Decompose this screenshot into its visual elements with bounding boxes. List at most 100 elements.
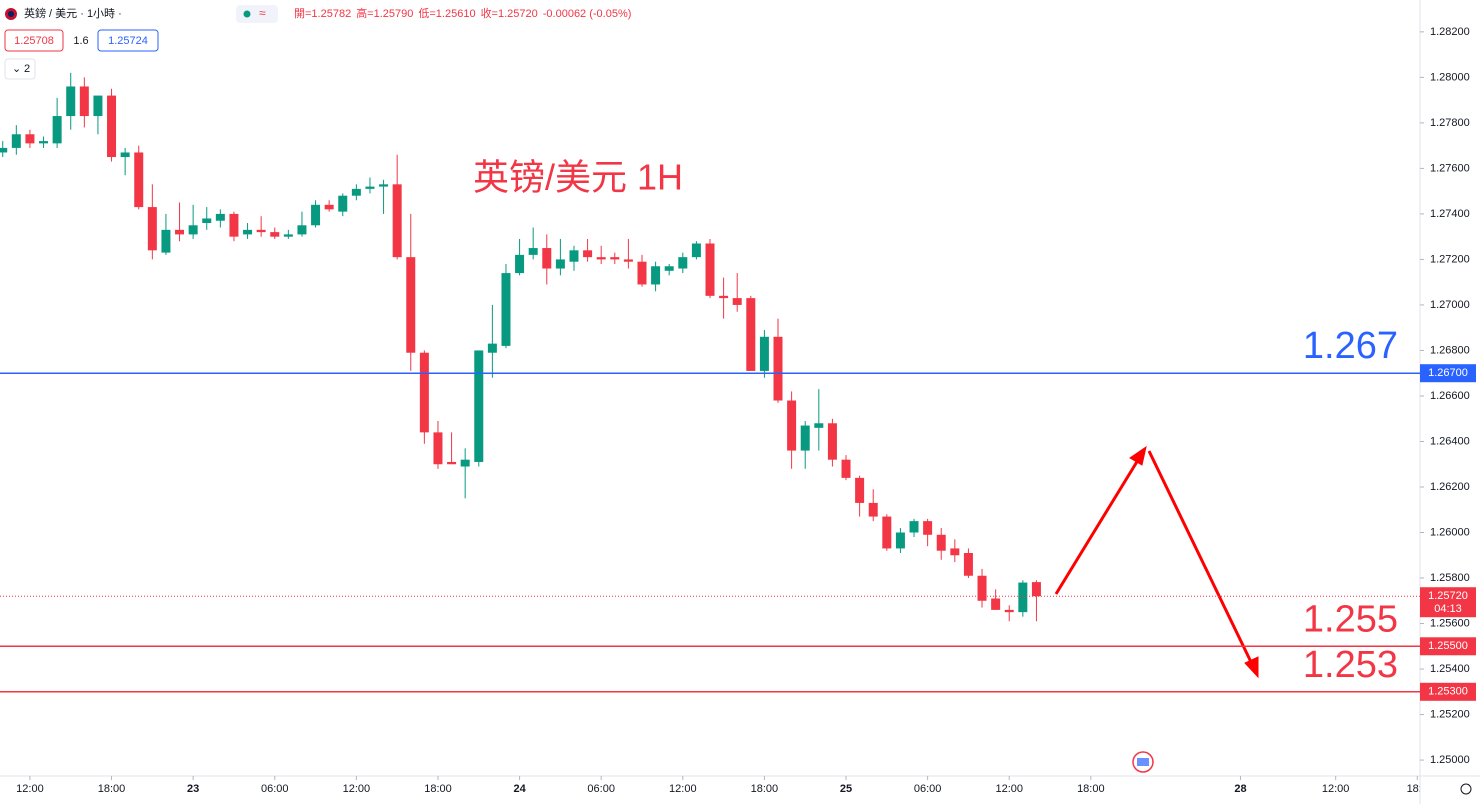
candle-body [297, 225, 307, 235]
ohlc-legend: 開=1.25782 高=1.25790 低=1.25610 收=1.25720 -0.0… [294, 6, 631, 20]
level-label: 1.253 [1303, 644, 1398, 686]
candle-body [569, 250, 579, 262]
candle-body [542, 248, 552, 269]
candle-body [787, 400, 797, 451]
y-tick-label: 1.26800 [1430, 344, 1470, 356]
candle-body [134, 152, 144, 208]
candle-body [963, 552, 973, 576]
last-price-badge [1420, 587, 1476, 618]
y-tick-label: 1.25000 [1430, 754, 1470, 766]
y-tick-label: 1.25800 [1430, 572, 1470, 584]
symbol: 英鎊 / 美元 · 1小時 · [24, 6, 122, 20]
x-tick-label: 06:00 [261, 783, 289, 795]
y-tick-label: 1.28200 [1430, 26, 1470, 38]
candle-body [52, 116, 62, 144]
candle-body [324, 204, 334, 210]
x-tick-label: 12:00 [669, 783, 697, 795]
candle-body [719, 295, 729, 299]
candle-body [338, 195, 348, 212]
ask-box[interactable] [97, 29, 159, 52]
candle-body [447, 461, 457, 465]
bid-box[interactable] [4, 29, 64, 52]
y-tick-label: 1.27400 [1430, 208, 1470, 220]
candle-body [705, 243, 715, 296]
y-tick-label: 1.28000 [1430, 71, 1470, 83]
candle-body [664, 266, 674, 271]
ohlc-value: 開=1.25782 [294, 7, 351, 20]
candle-body [175, 229, 185, 235]
flag-icon [8, 11, 14, 17]
market-open-dot [243, 10, 251, 18]
y-tick-label: 1.26200 [1430, 481, 1470, 493]
indicators-toggle[interactable] [4, 58, 36, 80]
candle-body [270, 232, 280, 237]
indicators-count: 2 [24, 63, 30, 75]
delay-icon: ≈ [259, 6, 266, 20]
candle-body [746, 298, 756, 371]
candle-body [1004, 609, 1014, 613]
arrow-head [1129, 445, 1147, 466]
candle-body [501, 273, 511, 346]
level-axis-label: 1.25500 [1428, 640, 1468, 652]
candle-body [773, 336, 783, 401]
candle-body [79, 86, 89, 117]
candle-body [256, 229, 266, 233]
candle-body [11, 134, 21, 148]
candle-body [691, 243, 701, 258]
candle-body [66, 86, 76, 117]
y-tick-label: 1.26600 [1430, 390, 1470, 402]
candle-body [528, 248, 538, 255]
candle-body [895, 532, 905, 549]
y-tick-label: 1.25400 [1430, 663, 1470, 675]
candle-body [827, 423, 837, 460]
x-tick-label: 12:00 [343, 783, 371, 795]
candle-body [215, 213, 225, 221]
candle-body [678, 257, 688, 269]
spread: 1.6 [73, 35, 88, 47]
chevron: ⌄ [12, 63, 21, 75]
level-axis-label: 1.26700 [1428, 367, 1468, 379]
x-tick-label: 18:00 [751, 783, 779, 795]
y-tick-label: 1.27200 [1430, 253, 1470, 265]
status-badge [236, 5, 278, 23]
countdown: 04:13 [1434, 603, 1462, 615]
bid: 1.25708 [14, 35, 54, 47]
candle-body [855, 477, 865, 503]
x-tick-label: 18:00 [98, 783, 126, 795]
candle-body [365, 186, 375, 189]
candle-body [1018, 582, 1028, 613]
x-tick-label: 28 [1234, 783, 1246, 795]
candle-body [868, 502, 878, 517]
candle-body [406, 257, 416, 353]
x-tick-label: 23 [187, 783, 199, 795]
y-tick-label: 1.27800 [1430, 117, 1470, 129]
y-tick-label: 1.27600 [1430, 162, 1470, 174]
y-tick-label: 1.25600 [1430, 617, 1470, 629]
candle-body [651, 266, 661, 285]
x-tick-label: 18:00 [424, 783, 452, 795]
candle-body [759, 336, 769, 371]
candle-body [555, 259, 565, 269]
candle-body [107, 95, 117, 158]
candle-body [379, 184, 389, 187]
x-tick-label: 24 [513, 783, 526, 795]
x-tick-label: 06:00 [587, 783, 615, 795]
y-tick-label: 1.25200 [1430, 708, 1470, 720]
candle-body [637, 261, 647, 285]
candle-body [161, 229, 171, 253]
candle-body [515, 254, 525, 274]
y-tick-label: 1.27000 [1430, 299, 1470, 311]
candle-body [936, 534, 946, 551]
settings-icon[interactable] [1460, 783, 1472, 795]
candle-body [950, 548, 960, 556]
candle-body [487, 343, 497, 353]
candle-body [188, 225, 198, 235]
candle-body [814, 423, 824, 428]
level-badge [1420, 682, 1476, 701]
candle-body [392, 184, 402, 258]
forecast-arrows [1054, 445, 1259, 679]
level-badge [1420, 637, 1476, 656]
candle-body [800, 425, 810, 451]
ohlc-value: 高=1.25790 [356, 6, 413, 20]
